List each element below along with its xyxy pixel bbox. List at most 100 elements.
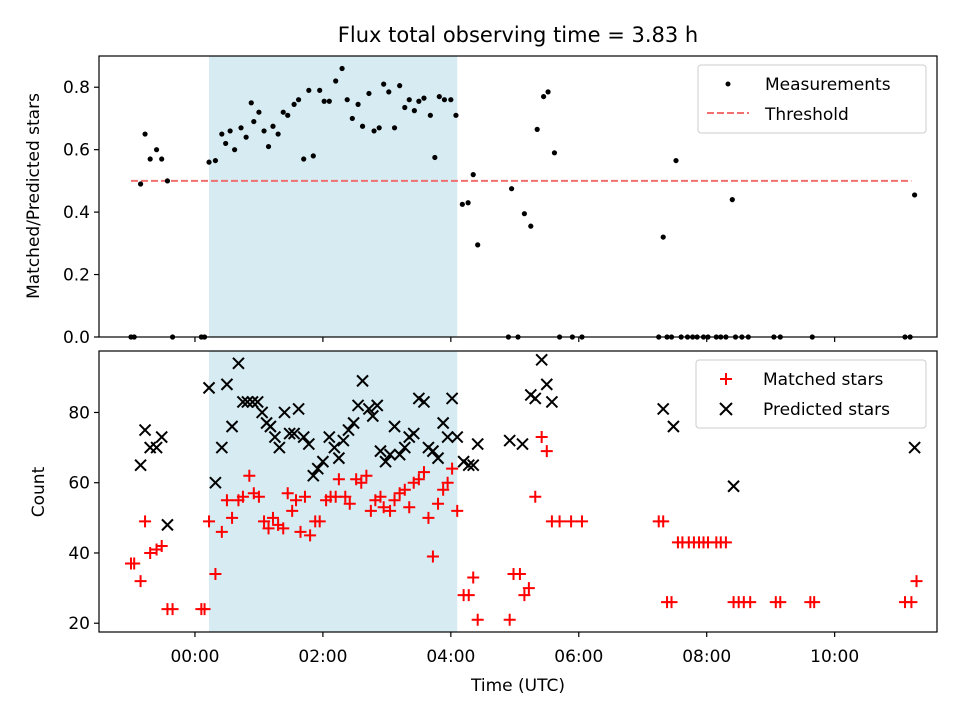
- measurement-point: [551, 150, 558, 156]
- predicted-stars-point: [161, 518, 174, 532]
- top-observing-span: [209, 56, 458, 337]
- matched-stars-point: [304, 529, 317, 542]
- predicted-stars-point: [241, 395, 254, 409]
- matched-stars-point: [441, 476, 454, 489]
- matched-stars-point: [290, 494, 303, 507]
- measurement-point: [159, 156, 165, 162]
- measurement-point: [238, 125, 244, 131]
- matched-stars-point: [417, 466, 430, 479]
- top-y-tick-label: 0.6: [63, 141, 90, 161]
- predicted-stars-point: [426, 444, 440, 458]
- predicted-stars-point: [374, 444, 387, 458]
- measurement-point: [206, 159, 212, 165]
- bottom-observing-span: [209, 351, 458, 632]
- measurement-point: [729, 197, 735, 203]
- predicted-stars-point: [328, 441, 341, 454]
- matched-stars-point: [426, 550, 439, 563]
- predicted-stars-point: [292, 402, 305, 416]
- predicted-stars-point: [516, 437, 529, 451]
- predicted-stars-legend-marker: [719, 402, 733, 416]
- measurement-point: [475, 242, 481, 248]
- top-y-tick-label: 0.0: [63, 328, 90, 348]
- predicted-stars-point: [667, 420, 680, 433]
- measurement-point: [265, 143, 272, 150]
- measurement-point: [912, 192, 918, 198]
- matched-stars-point: [134, 575, 147, 588]
- matched-stars-point: [540, 445, 553, 458]
- predicted-stars-point: [215, 441, 229, 454]
- predicted-stars-point: [445, 392, 459, 405]
- predicted-stars-point: [316, 455, 330, 468]
- measurement-point: [142, 131, 148, 137]
- predicted-stars-point: [388, 420, 401, 433]
- measurement-point: [147, 156, 153, 162]
- matched-stars-point: [226, 511, 239, 524]
- matched-stars-point: [535, 431, 548, 444]
- predicted-stars-point: [297, 430, 310, 444]
- predicted-stars-point: [356, 374, 369, 388]
- predicted-stars-point: [155, 430, 168, 444]
- measurement-point: [248, 100, 254, 106]
- matched-stars-point: [422, 511, 435, 524]
- measurement-point: [285, 112, 291, 118]
- top-plot-frame: [98, 55, 938, 338]
- measurement-point: [673, 157, 679, 164]
- predicted-stars-point: [503, 434, 516, 447]
- matched-stars-point: [277, 522, 290, 535]
- matched-stars-point: [432, 497, 445, 510]
- predicted-stars-point: [255, 406, 269, 419]
- predicted-stars-point: [283, 427, 296, 440]
- matched-stars-point: [503, 613, 516, 626]
- predicted-stars-point: [366, 409, 379, 423]
- measurement-point: [453, 112, 459, 118]
- matched-stars-point: [332, 473, 345, 486]
- measurement-point: [295, 97, 302, 103]
- measurement-point: [411, 108, 417, 114]
- matched-stars-point: [139, 515, 152, 528]
- predicted-stars-point: [220, 378, 234, 391]
- top-legend: Measurements Threshold: [697, 64, 927, 134]
- bottom-y-tick-label: 80: [68, 403, 90, 423]
- predicted-stars-point: [232, 357, 245, 370]
- predicted-stars-point: [287, 427, 301, 440]
- matched-stars-point: [220, 494, 233, 507]
- matched-stars-point: [575, 515, 588, 528]
- measurement-point: [371, 128, 377, 134]
- bottom-x-tick-label: 06:00: [554, 647, 603, 667]
- predicted-stars-point: [462, 458, 475, 472]
- measurement-point: [381, 81, 387, 87]
- measurement-point: [421, 95, 427, 101]
- matched-stars-legend-marker: [720, 373, 732, 385]
- predicted-stars-point: [545, 395, 559, 409]
- bottom-x-tick-label: 10:00: [810, 647, 859, 667]
- bottom-x-tick-label: 04:00: [426, 647, 475, 667]
- measurement-point: [333, 78, 339, 84]
- measurement-point: [321, 98, 327, 104]
- matched-stars-point: [398, 483, 411, 496]
- measurement-point: [534, 126, 540, 132]
- predicted-stars-point: [471, 437, 484, 451]
- predicted-stars-point: [431, 451, 445, 465]
- matched-stars-point: [243, 469, 256, 482]
- matched-stars-point: [518, 589, 531, 602]
- measurement-point: [436, 93, 442, 100]
- predicted-stars-point: [150, 441, 163, 454]
- bottom-series-predicted-stars: [134, 353, 921, 532]
- measurement-point: [406, 97, 412, 103]
- predicted-stars-point: [236, 395, 250, 409]
- bottom-y-tick-label: 20: [68, 614, 90, 634]
- matched-stars-point: [719, 536, 732, 549]
- measurement-point: [660, 234, 666, 240]
- measurement-point: [441, 97, 448, 103]
- predicted-stars-point: [529, 392, 542, 405]
- measurement-point: [376, 125, 382, 131]
- predicted-stars-legend-label: Predicted stars: [763, 400, 890, 420]
- matched-stars-point: [258, 515, 271, 528]
- predicted-stars-point: [202, 381, 216, 395]
- bottom-legend-box: [695, 359, 927, 429]
- predicted-stars-point: [383, 448, 397, 461]
- matched-stars-point: [209, 568, 222, 581]
- matched-stars-point: [665, 596, 678, 609]
- predicted-stars-point: [351, 399, 365, 412]
- bottom-y-tick-label: 40: [68, 544, 90, 564]
